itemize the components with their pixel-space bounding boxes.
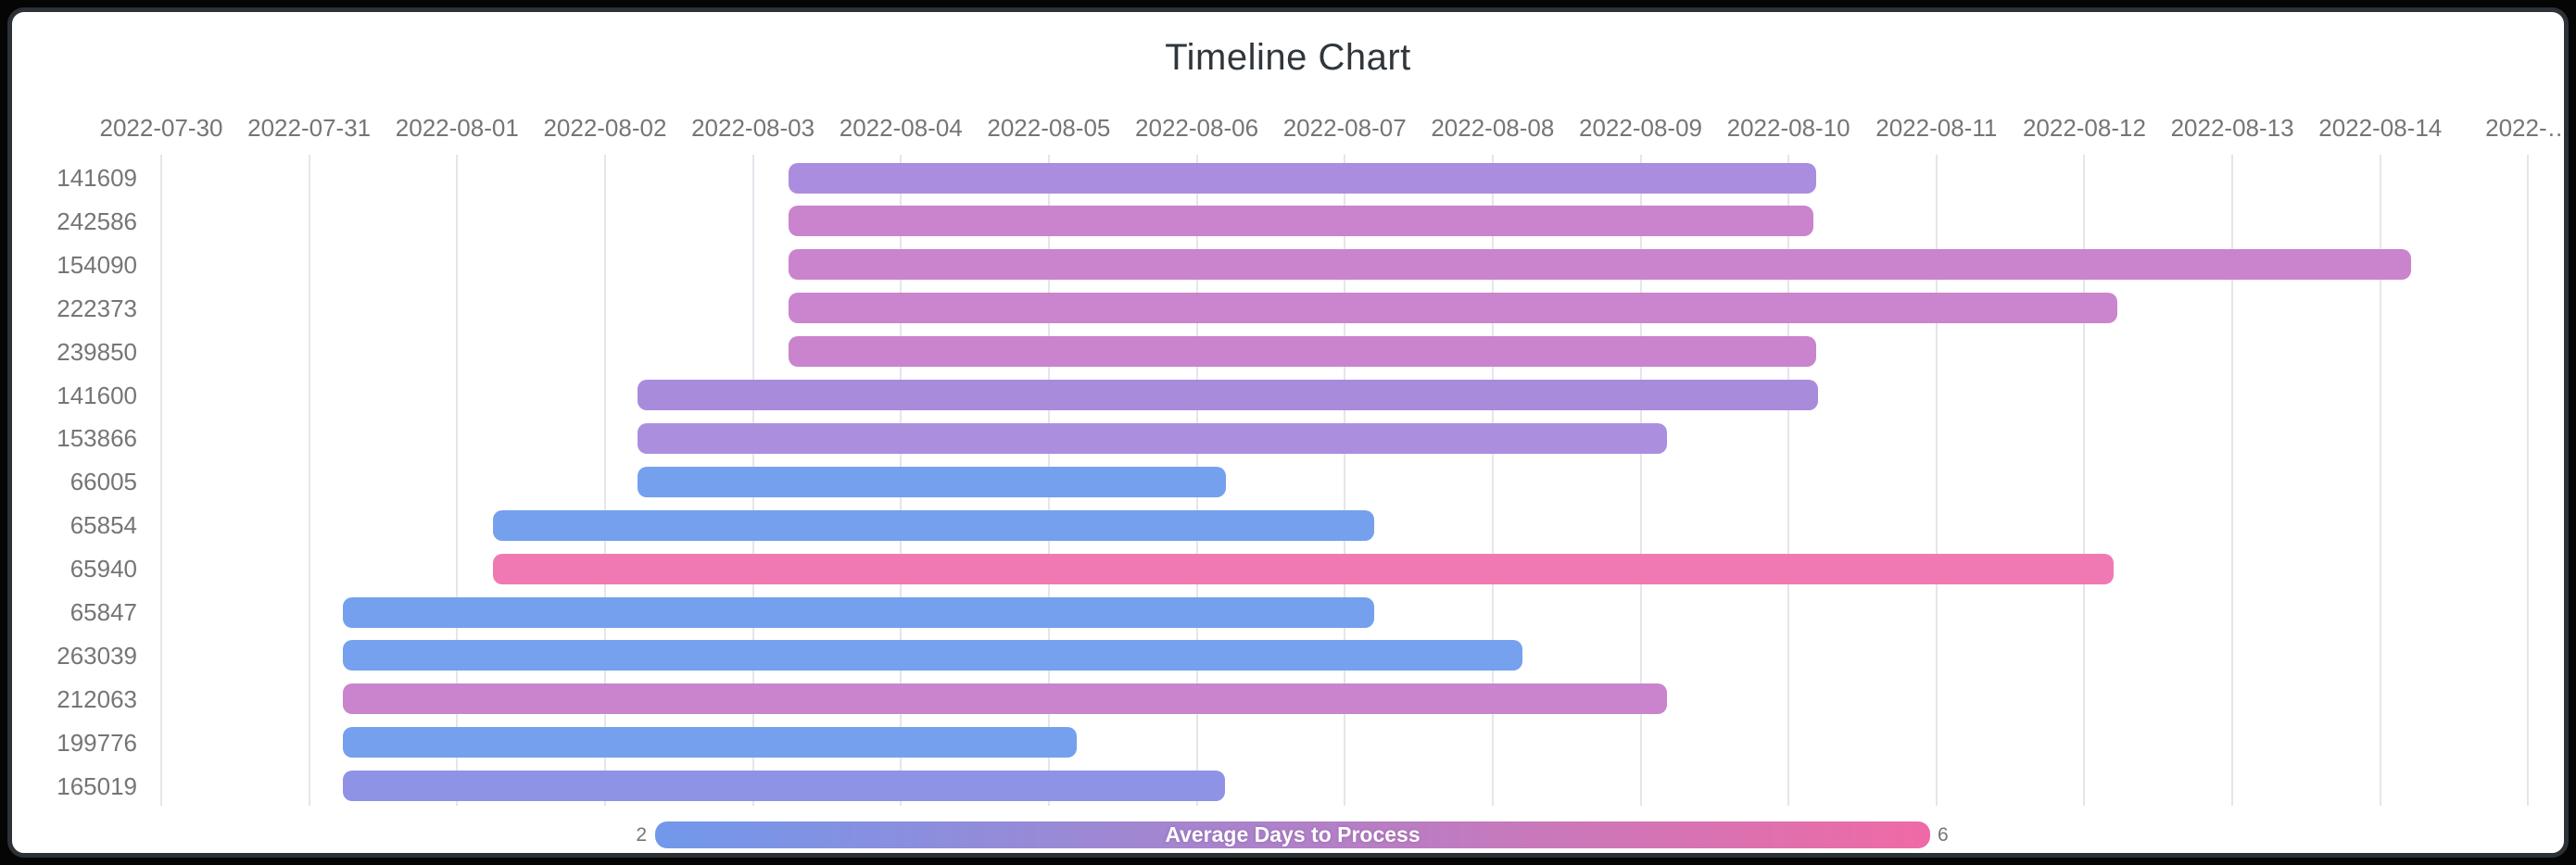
legend-max-value: 6 [1938, 824, 1949, 846]
row-label: 66005 [69, 468, 137, 496]
x-gridline [2379, 155, 2381, 806]
timeline-bar[interactable] [788, 293, 2117, 324]
x-gridline [1639, 155, 1642, 806]
legend-title: Average Days to Process [1165, 822, 1421, 846]
x-gridline [603, 155, 606, 806]
x-gridline [160, 155, 162, 806]
x-gridline [1787, 155, 1790, 806]
row-label: 212063 [57, 684, 137, 713]
row-label: 65940 [69, 555, 137, 583]
row-label: 153866 [57, 424, 137, 453]
timeline-bar[interactable] [638, 466, 1227, 497]
row-label: 154090 [57, 250, 137, 279]
row-label: 65854 [69, 511, 137, 540]
row-label: 222373 [57, 294, 137, 322]
chart-title: Timeline Chart [1165, 37, 1411, 78]
x-gridline [2231, 155, 2234, 806]
timeline-bar[interactable] [788, 206, 1814, 237]
legend-gradient-bar: Average Days to Process [655, 821, 1930, 848]
x-gridline [2527, 155, 2530, 806]
x-gridline [1344, 155, 1346, 806]
x-gridline [1935, 155, 1938, 806]
timeline-bar[interactable] [788, 336, 1817, 368]
chart-layer: Timeline Chart 2022-07-30 2022-07-31 2022-… [12, 12, 2569, 853]
row-label: 199776 [57, 728, 137, 757]
row-label: 263039 [57, 641, 137, 670]
timeline-bar[interactable] [343, 596, 1375, 628]
x-tick-label: 2022-… [2485, 114, 2569, 142]
row-label: 141600 [57, 381, 137, 409]
x-gridline [2083, 155, 2086, 806]
timeline-bar[interactable] [788, 249, 2412, 281]
row-label: 242586 [57, 207, 137, 235]
timeline-bar[interactable] [638, 380, 1819, 410]
timeline-bar[interactable] [638, 422, 1668, 454]
timeline-bar[interactable] [343, 727, 1078, 758]
row-label: 65847 [69, 598, 137, 626]
x-gridline [456, 155, 459, 806]
timeline-bar[interactable] [343, 683, 1668, 715]
timeline-bar[interactable] [492, 509, 1375, 541]
x-gridline [1491, 155, 1494, 806]
row-label: 165019 [57, 771, 137, 800]
chart-panel: Timeline Chart 2022-07-30 2022-07-31 2022-… [7, 7, 2569, 858]
timeline-bar[interactable] [492, 553, 2115, 584]
timeline-bar[interactable] [343, 771, 1225, 802]
x-gridline [308, 155, 310, 806]
timeline-bar[interactable] [343, 640, 1522, 671]
row-label: 239850 [57, 337, 137, 366]
row-label: 141609 [57, 164, 137, 192]
legend-min-value: 2 [636, 824, 647, 846]
timeline-bar[interactable] [788, 162, 1817, 194]
